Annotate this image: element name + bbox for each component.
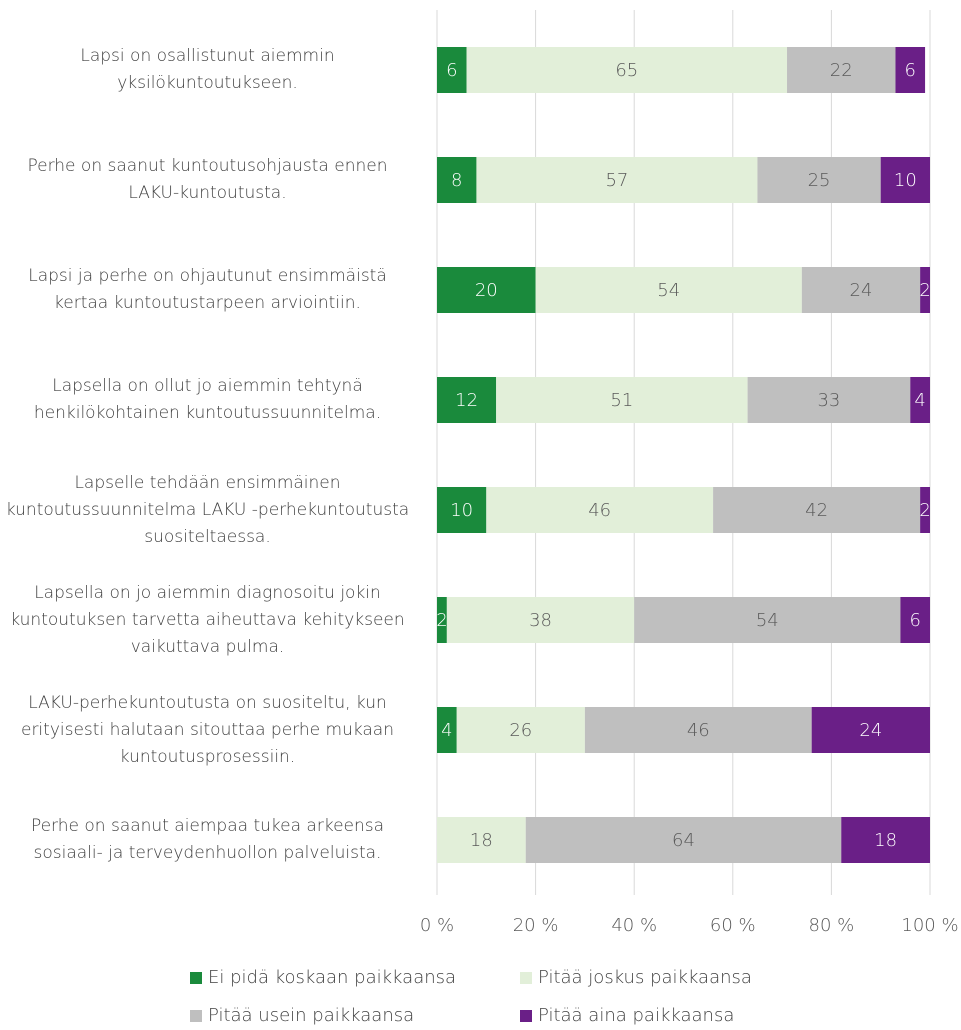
- data-label: 64: [672, 830, 695, 851]
- data-label: 8: [451, 170, 462, 191]
- category-text: Perhe on saanut kuntoutusohjausta ennen …: [27, 156, 388, 203]
- data-label: 33: [817, 390, 840, 411]
- data-label: 54: [657, 280, 680, 301]
- bar-segment: [787, 47, 896, 93]
- category-label: Lapsella on ollut jo aiemmin tehtynä hen…: [0, 350, 410, 450]
- data-label: 38: [529, 610, 552, 631]
- bar-segment: [713, 487, 921, 533]
- x-tick-label: 0 %: [420, 915, 454, 936]
- data-label: 22: [830, 60, 853, 81]
- bar-segment: [747, 377, 911, 423]
- bar-segment: [437, 597, 447, 643]
- category-label: Perhe on saanut kuntoutusohjausta ennen …: [0, 130, 410, 230]
- data-label: 20: [475, 280, 498, 301]
- category-label: Perhe on saanut aiempaa tukea arkeensa s…: [0, 790, 410, 890]
- legend-label: Pitää usein paikkaansa: [208, 1005, 414, 1026]
- bar-segment: [476, 157, 758, 203]
- x-tick-label: 40 %: [611, 915, 657, 936]
- legend-swatch: [520, 972, 532, 984]
- data-label: 25: [808, 170, 831, 191]
- data-label: 24: [850, 280, 873, 301]
- bar-segment: [584, 707, 812, 753]
- bar-segment: [634, 597, 901, 643]
- data-label: 10: [894, 170, 917, 191]
- x-tick-label: 20 %: [513, 915, 559, 936]
- category-label: LAKU-perhekuntoutusta on suositeltu, kun…: [0, 680, 410, 780]
- category-text: Lapsella on jo aiemmin diagnosoitu jokin…: [10, 582, 405, 657]
- category-label: Lapsi on osallistunut aiemmin yksilökunt…: [0, 20, 410, 120]
- data-label: 54: [756, 610, 779, 631]
- legend-swatch: [520, 1010, 532, 1022]
- bar-segment: [811, 707, 930, 753]
- x-tick-label: 80 %: [809, 915, 855, 936]
- bar-segment: [496, 377, 748, 423]
- bar-segment: [437, 157, 477, 203]
- data-label: 4: [441, 720, 452, 741]
- x-tick-label: 100 %: [901, 915, 958, 936]
- category-text: Lapsi on osallistunut aiemmin yksilökunt…: [80, 46, 335, 93]
- bar-segment: [437, 487, 487, 533]
- category-text: Perhe on saanut aiempaa tukea arkeensa s…: [30, 816, 385, 863]
- bar-segment: [757, 157, 881, 203]
- data-label: 26: [509, 720, 532, 741]
- data-label: 18: [470, 830, 493, 851]
- category-label: Lapselle tehdään ensimmäinen kuntoutussu…: [0, 460, 410, 560]
- category-label: Lapsella on jo aiemmin diagnosoitu jokin…: [0, 570, 410, 670]
- bar-segment: [920, 487, 930, 533]
- category-label: Lapsi ja perhe on ohjautunut ensimmäistä…: [0, 240, 410, 340]
- legend-swatch: [190, 1010, 202, 1022]
- data-label: 10: [450, 500, 473, 521]
- bar-segment: [437, 817, 526, 863]
- data-label: 57: [605, 170, 628, 191]
- category-text: Lapsella on ollut jo aiemmin tehtynä hen…: [33, 376, 382, 423]
- legend-swatch: [190, 972, 202, 984]
- bar-segment: [456, 707, 585, 753]
- bar-segment: [920, 267, 930, 313]
- bar-segment: [895, 47, 926, 93]
- legend-label: Pitää joskus paikkaansa: [538, 967, 752, 988]
- data-label: 24: [859, 720, 882, 741]
- data-label: 2: [436, 610, 447, 631]
- legend-label: Ei pidä koskaan paikkaansa: [208, 967, 456, 988]
- data-label: 42: [805, 500, 828, 521]
- category-text: Lapselle tehdään ensimmäinen kuntoutussu…: [5, 472, 410, 547]
- data-label: 12: [455, 390, 478, 411]
- bar-segment: [910, 377, 930, 423]
- bar-segment: [880, 157, 930, 203]
- bar-segment: [437, 267, 536, 313]
- bar-segment: [486, 487, 714, 533]
- x-tick-label: 60 %: [710, 915, 756, 936]
- data-label: 65: [615, 60, 638, 81]
- legend-label: Pitää aina paikkaansa: [538, 1005, 734, 1026]
- category-text: Lapsi ja perhe on ohjautunut ensimmäistä…: [28, 266, 387, 313]
- bar-segment: [525, 817, 842, 863]
- data-label: 46: [687, 720, 710, 741]
- bar-segment: [437, 47, 467, 93]
- data-label: 6: [446, 60, 457, 81]
- data-label: 46: [588, 500, 611, 521]
- data-label: 2: [919, 280, 930, 301]
- bar-segment: [466, 47, 788, 93]
- data-label: 18: [874, 830, 897, 851]
- bar-segment: [437, 377, 497, 423]
- bar-segment: [437, 707, 457, 753]
- bar-segment: [841, 817, 930, 863]
- data-label: 6: [909, 610, 920, 631]
- bar-segment: [801, 267, 921, 313]
- data-label: 4: [914, 390, 925, 411]
- bar-segment: [535, 267, 802, 313]
- data-label: 51: [610, 390, 633, 411]
- category-text: LAKU-perhekuntoutusta on suositeltu, kun…: [20, 692, 394, 767]
- data-label: 6: [905, 60, 916, 81]
- bar-segment: [446, 597, 635, 643]
- bar-segment: [900, 597, 930, 643]
- data-label: 2: [919, 500, 930, 521]
